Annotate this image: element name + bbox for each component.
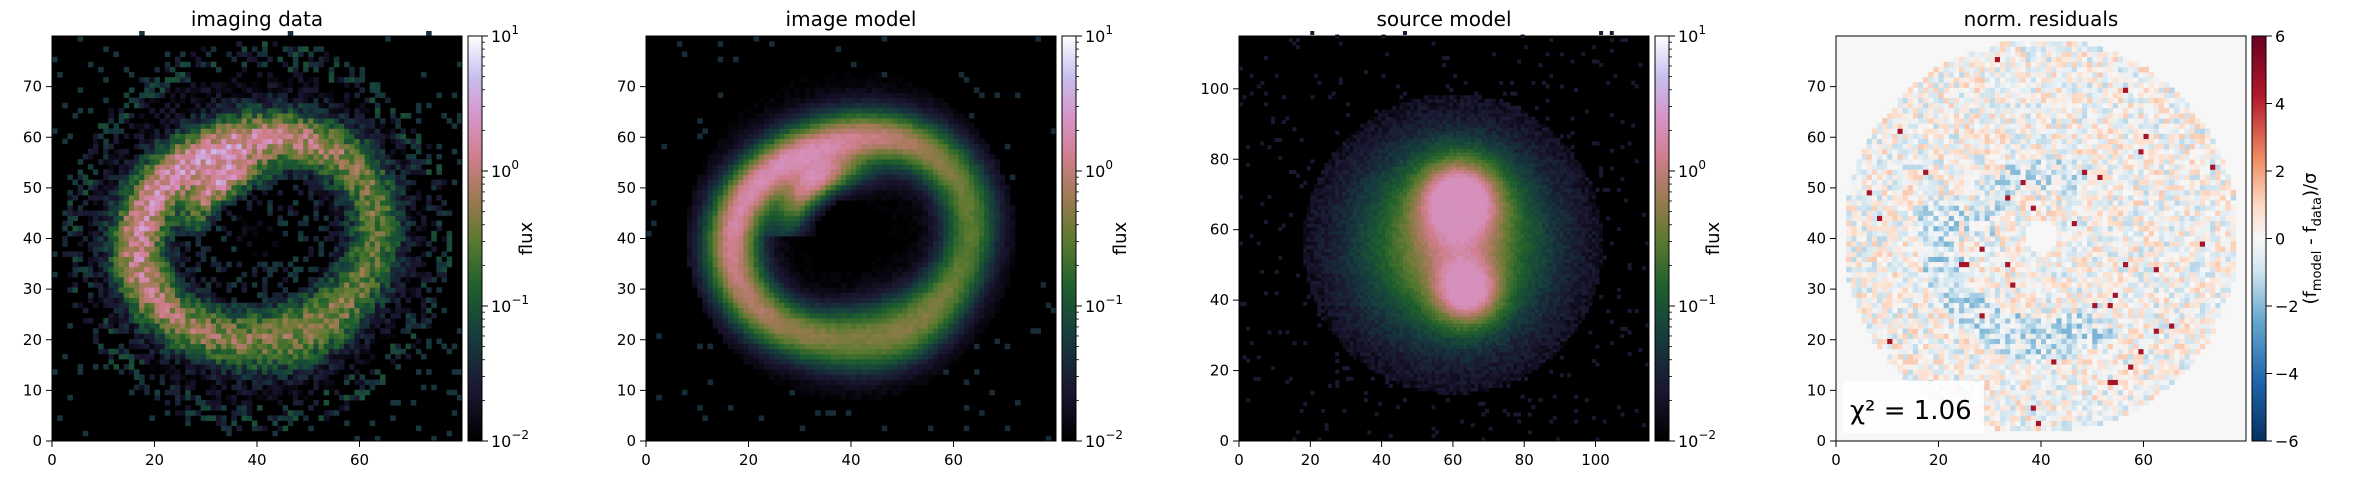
colorbar-gradient [467, 35, 483, 442]
y-tick-label: 30 [23, 280, 42, 298]
colorbar: 10−2 10−1 100 101 flux [467, 23, 537, 451]
heatmap-image [1239, 31, 1650, 442]
colorbar-label: flux [1703, 221, 1724, 255]
colorbar-label: (fmodel - fdata)/σ [2300, 173, 2325, 305]
x-tick-label: 60 [1443, 451, 1462, 469]
x-tick-label: 40 [247, 451, 266, 469]
colorbar-tick-label: 10−1 [1085, 293, 1123, 316]
y-tick-label: 30 [1807, 280, 1826, 298]
panel-title: source model [1376, 7, 1511, 31]
y-tick-label: 0 [32, 432, 42, 450]
y-tick-label: 60 [617, 128, 636, 146]
x-tick-label: 100 [1581, 451, 1610, 469]
y-tick-label: 80 [1210, 150, 1229, 168]
colorbar-tick-label: 100 [491, 158, 519, 181]
axes-frame [1238, 35, 1650, 442]
colorbar-tick-label: 100 [1085, 158, 1113, 181]
colorbar: 10−2 10−1 100 101 flux [1654, 23, 1724, 451]
x-tick-label: 0 [641, 451, 651, 469]
colorbar-tick-label: 0 [2275, 230, 2285, 249]
y-tick-label: 0 [626, 432, 636, 450]
y-tick-label: 40 [1210, 291, 1229, 309]
colorbar-tick-label: 10−2 [491, 428, 529, 451]
colorbar-tick-label: 10−1 [1678, 293, 1716, 316]
colorbar-tick-label: 101 [491, 23, 519, 46]
y-tick-label: 20 [23, 331, 42, 349]
y-tick-label: 40 [23, 230, 42, 248]
colorbar-label: flux [1110, 221, 1131, 255]
y-tick-label: 40 [1807, 230, 1826, 248]
y-tick-label: 0 [1816, 432, 1826, 450]
panel-title: imaging data [191, 7, 323, 31]
x-tick-label: 20 [1301, 451, 1320, 469]
chi-square-annotation: χ² = 1.06 [1842, 381, 1984, 433]
colorbar-tick-label: 6 [2275, 27, 2285, 46]
y-tick-label: 20 [617, 331, 636, 349]
y-tick-label: 50 [617, 179, 636, 197]
colorbar-tick-label: 4 [2275, 95, 2285, 114]
y-tick-label: 50 [23, 179, 42, 197]
panel-title: image model [786, 7, 917, 31]
x-tick-label: 0 [1831, 451, 1841, 469]
colorbar-tick-label: 101 [1678, 23, 1706, 46]
x-tick-label: 40 [2031, 451, 2050, 469]
colorbar-gradient [2251, 35, 2267, 442]
heatmap-image [1836, 36, 2246, 441]
x-tick-label: 0 [1234, 451, 1244, 469]
x-tick-label: 0 [47, 451, 57, 469]
x-tick-label: 20 [739, 451, 758, 469]
y-tick-label: 60 [1807, 128, 1826, 146]
x-tick-label: 60 [944, 451, 963, 469]
colorbar-gradient [1061, 35, 1077, 442]
x-tick-label: 20 [1929, 451, 1948, 469]
colorbar-tick-label: 10−2 [1085, 428, 1123, 451]
x-tick-label: 80 [1515, 451, 1534, 469]
x-tick-label: 40 [841, 451, 860, 469]
colorbar-tick-label: 101 [1085, 23, 1113, 46]
y-tick-label: 0 [1219, 432, 1229, 450]
colorbar-tick-label: −6 [2275, 432, 2299, 451]
colorbar-tick-label: −4 [2275, 365, 2299, 384]
y-tick-label: 60 [1210, 221, 1229, 239]
x-tick-label: 60 [2134, 451, 2153, 469]
y-tick-label: 40 [617, 230, 636, 248]
x-tick-label: 60 [350, 451, 369, 469]
y-tick-label: 30 [617, 280, 636, 298]
y-tick-label: 10 [23, 381, 42, 399]
heatmap-image [52, 31, 463, 442]
y-tick-label: 10 [1807, 381, 1826, 399]
chi-square-text: χ² = 1.06 [1850, 396, 1972, 426]
colorbar-tick-label: 100 [1678, 158, 1706, 181]
colorbar: 10−2 10−1 100 101 flux [1061, 23, 1131, 451]
y-tick-label: 20 [1807, 331, 1826, 349]
y-tick-label: 20 [1210, 362, 1229, 380]
colorbar-tick-label: 2 [2275, 162, 2285, 181]
y-tick-label: 10 [617, 381, 636, 399]
y-tick-label: 70 [23, 78, 42, 96]
colorbar-tick-label: 10−2 [1678, 428, 1716, 451]
y-tick-label: 70 [617, 78, 636, 96]
y-tick-label: 50 [1807, 179, 1826, 197]
colorbar-tick-label: 10−1 [491, 293, 529, 316]
y-tick-label: 70 [1807, 78, 1826, 96]
x-tick-label: 20 [145, 451, 164, 469]
colorbar-tick-label: −2 [2275, 297, 2299, 316]
y-tick-label: 100 [1200, 80, 1229, 98]
heatmap-image [646, 36, 1057, 442]
colorbar-gradient [1654, 35, 1670, 442]
panel-title: norm. residuals [1964, 7, 2119, 31]
x-tick-label: 40 [1372, 451, 1391, 469]
colorbar-label: flux [516, 221, 537, 255]
y-tick-label: 60 [23, 128, 42, 146]
colorbar: 6 4 2 0 −2 −4 −6 (fmodel - fdata)/σ [2251, 27, 2325, 451]
